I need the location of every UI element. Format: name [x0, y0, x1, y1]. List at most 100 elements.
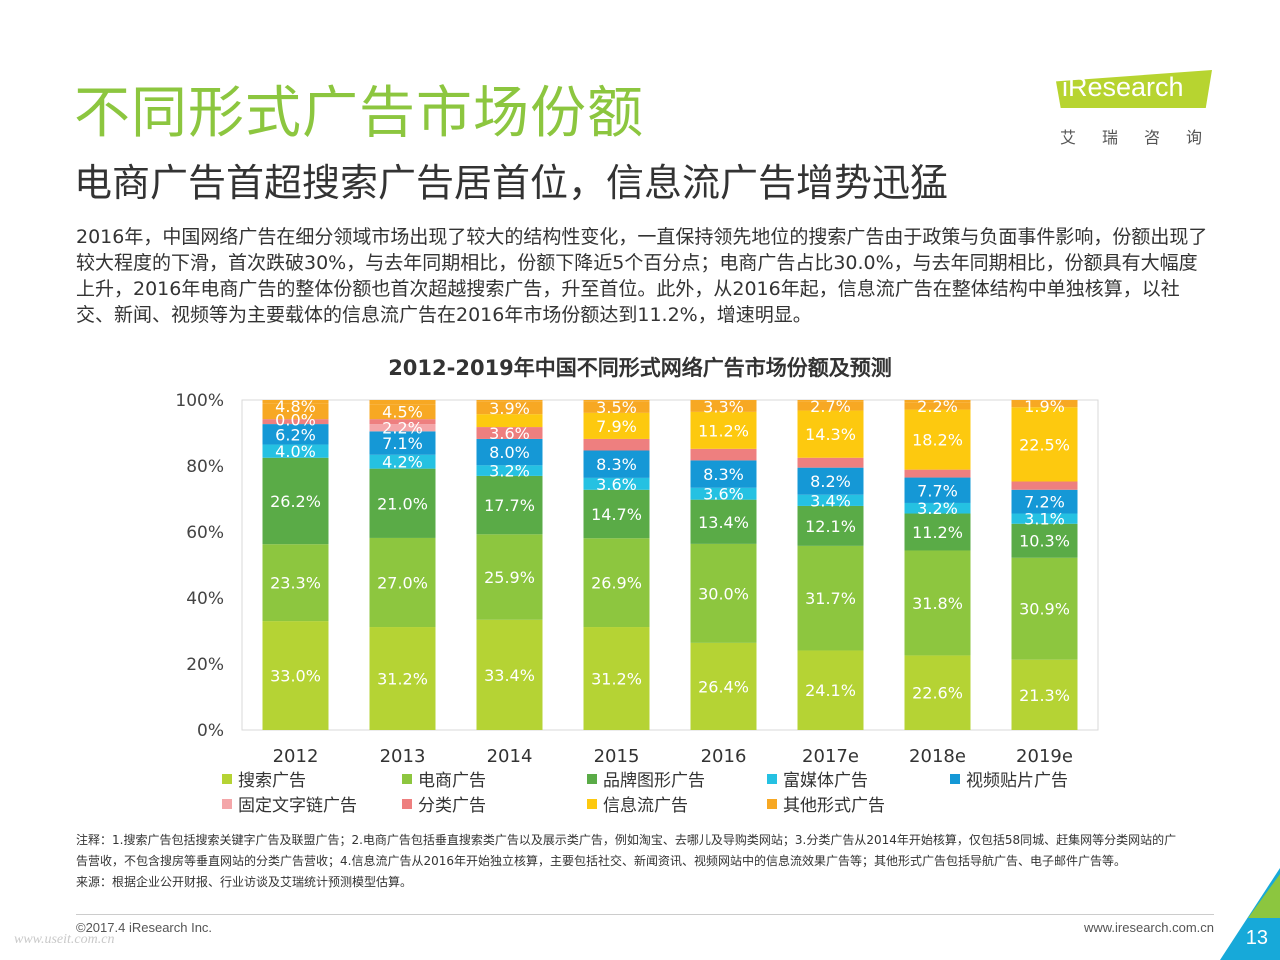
y-tick-label: 60% [186, 523, 224, 543]
bar-segment [583, 538, 650, 628]
data-label: 3.9% [489, 399, 530, 418]
bar-segment [583, 477, 650, 490]
bar-segment [476, 438, 543, 466]
legend-label: 富媒体广告 [783, 771, 868, 791]
legend-item: 信息流广告 [587, 791, 688, 816]
bar-segment [1011, 659, 1078, 730]
data-label: 3.6% [703, 485, 744, 504]
page-number: 13 [1245, 927, 1268, 949]
iresearch-logo: iResearch 艾瑞咨询 [1056, 66, 1226, 148]
data-label: 2.7% [810, 397, 851, 416]
data-label: 23.3% [270, 574, 321, 593]
legend-label: 分类广告 [418, 796, 486, 816]
bar-segment [262, 424, 329, 445]
source-text: 来源：根据企业公开财报、行业访谈及艾瑞统计预测模型估算。 [76, 875, 413, 889]
legend-swatch [402, 798, 412, 809]
data-label: 21.3% [1019, 686, 1070, 705]
bar-segment [797, 457, 864, 468]
data-label: 7.7% [917, 481, 958, 500]
legend-label: 视频贴片广告 [966, 771, 1068, 791]
data-label: 4.8% [275, 397, 316, 416]
bar-segment [583, 401, 650, 413]
data-label: 26.9% [591, 574, 642, 593]
bar-segment [369, 400, 436, 405]
data-label: 8.3% [596, 455, 637, 474]
data-label: 33.0% [270, 667, 321, 686]
bar-segment [1011, 407, 1078, 482]
bar-segment [690, 487, 757, 500]
stacked-bar-chart: 0% 20% 40% 60% 80% 100% 33.0% 23.3% 26.2% 4.0%6.2… [175, 391, 1099, 766]
data-label: 31.8% [912, 594, 963, 613]
bar-segment [797, 401, 864, 411]
bar-segment [904, 477, 971, 503]
bar-segment [1011, 513, 1078, 524]
data-label: 3.2% [917, 499, 958, 518]
x-tick-label: 2018e [909, 746, 966, 766]
bar-segment [476, 465, 543, 476]
legend-swatch [222, 798, 232, 809]
data-label: 26.4% [698, 677, 749, 696]
legend-label: 品牌图形广告 [603, 771, 705, 791]
bar-segment [690, 448, 757, 461]
data-label: 12.1% [805, 517, 856, 536]
data-label: 3.1% [1024, 510, 1065, 529]
legend-item: 分类广告 [402, 791, 486, 816]
x-tick-label: 2017e [802, 746, 859, 766]
x-tick-label: 2019e [1016, 746, 1073, 766]
website-url: www.iresearch.com.cn [1083, 920, 1214, 935]
bar-segment [690, 411, 757, 449]
page-subtitle: 电商广告首超搜索广告居首位，信息流广告增势迅猛 [74, 161, 949, 205]
legend-label: 其他形式广告 [783, 796, 885, 816]
bar-segment [583, 627, 650, 730]
legend-item: 品牌图形广告 [587, 766, 705, 791]
data-label: 17.7% [484, 496, 535, 515]
logo-text: iResearch [1062, 72, 1184, 102]
bar-segment [369, 424, 436, 432]
data-label: 26.2% [270, 492, 321, 511]
bar-segment [476, 427, 543, 439]
bar-segment [369, 627, 436, 730]
data-label: 7.9% [596, 417, 637, 436]
bar-segment [583, 400, 650, 402]
x-tick-label: 2016 [701, 746, 747, 766]
legend-label: 搜索广告 [238, 771, 306, 791]
footnotes: 注释：1.搜索广告包括搜索关键字广告及联盟广告；2.电商广告包括垂直搜索类广告以… [76, 830, 1186, 893]
y-tick-label: 20% [186, 655, 224, 675]
bar-segment [797, 400, 864, 402]
data-label: 4.2% [382, 453, 423, 472]
bar-segment [369, 537, 436, 628]
legend-label: 信息流广告 [603, 796, 688, 816]
bar-segment [369, 419, 436, 425]
bar-segment [690, 499, 757, 544]
data-label: 24.1% [805, 681, 856, 700]
bar-segment [1011, 489, 1078, 514]
bar-segment [262, 444, 329, 458]
bar-segment [904, 513, 971, 551]
legend-swatch [587, 773, 597, 784]
bar-segment [797, 505, 864, 546]
data-label: 2.2% [382, 419, 423, 438]
data-label: 22.5% [1019, 435, 1070, 454]
y-tick-label: 40% [186, 589, 224, 609]
data-label: 7.1% [382, 434, 423, 453]
bar-segment [583, 489, 650, 539]
watermark: www.useit.com.cn [14, 932, 115, 947]
data-label: 30.0% [698, 584, 749, 603]
bar-segment [904, 655, 971, 730]
y-tick-label: 100% [175, 391, 224, 411]
data-label: 3.6% [596, 475, 637, 494]
bar-segment [583, 438, 650, 451]
legend-swatch [402, 773, 412, 784]
bar-segment [690, 400, 757, 412]
bar-segment [797, 410, 864, 458]
data-label: 4.0% [275, 442, 316, 461]
legend-item: 电商广告 [402, 766, 486, 791]
bar-segment [904, 409, 971, 470]
legend-label: 电商广告 [418, 771, 486, 791]
bar-segment [690, 543, 757, 643]
data-label: 2.2% [917, 397, 958, 416]
bar-segment [1011, 400, 1078, 408]
bar-segment [904, 502, 971, 514]
data-label: 4.5% [382, 403, 423, 422]
legend-swatch [767, 798, 777, 809]
